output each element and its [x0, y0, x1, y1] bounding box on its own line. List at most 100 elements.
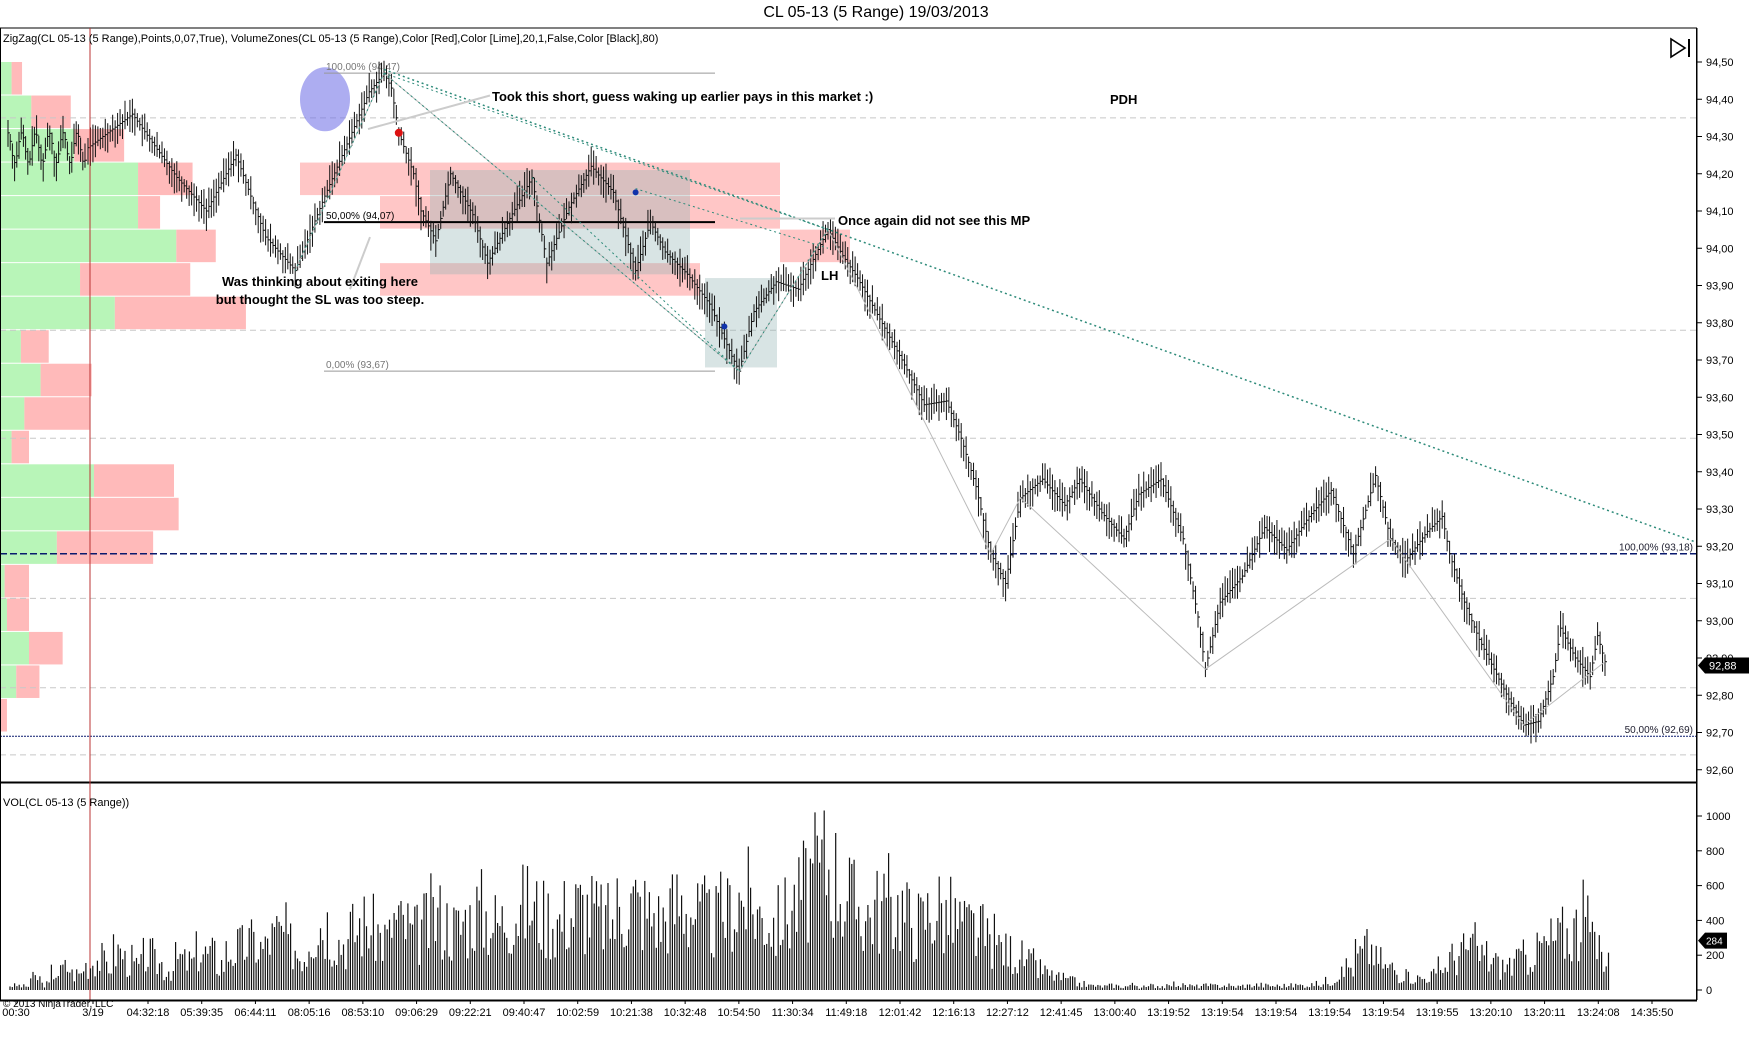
annotation-exit-line1: Was thinking about exiting here: [222, 274, 418, 289]
price-panel-frame: [0, 27, 1697, 783]
sell-zone-3: [138, 162, 193, 196]
price-tick-label: 93,50: [1706, 430, 1734, 442]
buy-zone-8: [0, 330, 21, 363]
volume-label: VOL(CL 05-13 (5 Range)): [3, 797, 130, 809]
fib-50-right-label: 50,00% (92,69): [1625, 725, 1693, 736]
x-tick-label: 00:30: [2, 1007, 30, 1019]
chart-title: CL 05-13 (5 Range) 19/03/2013: [763, 4, 989, 21]
vol-tick-label: 800: [1706, 846, 1724, 858]
sell-zone-ext-3: [380, 263, 700, 296]
sell-zone-13: [90, 497, 179, 531]
price-tick-label: 94,40: [1706, 94, 1734, 106]
zigzag-lines: [294, 68, 1698, 726]
buy-zone-17: [0, 631, 29, 665]
x-tick-label: 08:53:10: [341, 1007, 384, 1019]
pattern-line-1: [383, 72, 740, 372]
price-tick-label: 93,00: [1706, 616, 1734, 628]
buy-zone-4: [0, 196, 139, 229]
last-volume-tag: [1698, 932, 1727, 949]
buy-zone-1: [0, 95, 32, 129]
sell-zone-17: [29, 631, 63, 665]
price-tick-label: 92,60: [1706, 765, 1734, 777]
x-tick-label: 10:54:50: [717, 1007, 760, 1019]
annotation-exit-line2: but thought the SL was too steep.: [215, 292, 425, 307]
x-tick-label: 12:16:13: [932, 1007, 975, 1019]
volume-panel-frame: [0, 782, 1697, 1002]
buy-zone-7: [0, 296, 115, 330]
sell-zone-ext-2: [780, 229, 850, 263]
buy-zone-15: [0, 564, 5, 598]
price-tick-label: 94,50: [1706, 57, 1734, 69]
sell-zone-0: [11, 62, 23, 95]
fib-100-right-label: 100,00% (93,18): [1619, 543, 1693, 554]
skip-to-end-icon[interactable]: [1668, 36, 1694, 60]
price-tick-label: 93,20: [1706, 541, 1734, 553]
sell-zone-9: [40, 363, 92, 397]
price-tick-label: 93,70: [1706, 355, 1734, 367]
price-tick-label: 94,30: [1706, 132, 1734, 144]
x-tick-label: 12:01:42: [879, 1007, 922, 1019]
x-tick-label: 13:19:54: [1255, 1007, 1298, 1019]
annotation-took-short: Took this short, guess waking up earlier…: [492, 89, 874, 104]
x-tick-label: 06:44:11: [234, 1007, 276, 1019]
sell-zone-16: [6, 598, 30, 631]
x-tick-label: 14:35:50: [1631, 1007, 1674, 1019]
sell-zone-5: [176, 229, 216, 263]
x-tick-label: 09:40:47: [503, 1007, 546, 1019]
arrow-took-short: [367, 94, 491, 131]
vol-tick-label: 600: [1706, 881, 1724, 893]
downtrend-line: [383, 68, 1698, 544]
sell-zone-11: [11, 430, 29, 464]
fib-0-top-label: 0,00% (93,67): [326, 360, 389, 371]
sell-zone-ext-0: [300, 162, 780, 196]
price-tick-label: 92,80: [1706, 690, 1734, 702]
vol-tick-label: 0: [1706, 985, 1712, 997]
volume-bars: [9, 810, 1610, 990]
buy-zone-3: [0, 162, 139, 196]
x-tick-label: 13:19:54: [1362, 1007, 1405, 1019]
x-tick-label: 3/19: [82, 1007, 103, 1019]
x-tick-label: 13:19:54: [1201, 1007, 1244, 1019]
sell-zone-4: [138, 196, 161, 229]
x-tick-label: 11:30:34: [772, 1007, 814, 1019]
sell-zone-15: [4, 564, 30, 598]
indicator-label: ZigZag(CL 05-13 (5 Range),Points,0,07,Tr…: [3, 33, 659, 45]
buy-zone-18: [0, 665, 17, 698]
sell-zone-12: [93, 464, 174, 497]
x-tick-label: 13:24:08: [1577, 1007, 1620, 1019]
price-bars: [7, 60, 1607, 744]
price-tick-label: 94,10: [1706, 206, 1734, 218]
price-tick-label: 93,60: [1706, 392, 1734, 404]
sell-zone-1: [31, 95, 71, 129]
volume-zones: [0, 62, 850, 732]
vol-tick-label: 400: [1706, 915, 1724, 927]
price-tick-label: 94,00: [1706, 243, 1734, 255]
x-tick-label: 09:06:29: [395, 1007, 438, 1019]
buy-zone-5: [0, 229, 177, 263]
x-tick-label: 12:41:45: [1040, 1007, 1083, 1019]
price-tick-label: 93,90: [1706, 281, 1734, 293]
annotation-exit-thought: Was thinking about exiting here but thou…: [200, 273, 440, 309]
fib-100-top-label: 100,00% (94,47): [326, 62, 400, 73]
price-tick-label: 93,30: [1706, 504, 1734, 516]
x-tick-label: 10:32:48: [664, 1007, 707, 1019]
x-tick-label: 10:02:59: [556, 1007, 599, 1019]
x-tick-label: 12:27:12: [986, 1007, 1029, 1019]
last-price-tag: [1698, 657, 1749, 674]
fib-50-top-label: 50,00% (94,07): [326, 211, 394, 222]
pivot-marker-2: [721, 323, 728, 330]
annotation-pdh: PDH: [1110, 92, 1138, 107]
buy-zone-13: [0, 497, 91, 531]
entry-marker: [394, 128, 403, 137]
fib-lines: 100,00% (94,47) 50,00% (94,07) 0,00% (93,6…: [0, 62, 1697, 737]
buy-zone-16: [0, 598, 7, 631]
sell-zone-18: [16, 665, 40, 698]
buy-zone-0: [0, 62, 12, 95]
x-tick-label: 08:05:16: [288, 1007, 331, 1019]
x-tick-label: 11:49:18: [825, 1007, 867, 1019]
x-tick-label: 09:22:21: [449, 1007, 492, 1019]
x-tick-label: 04:32:18: [127, 1007, 170, 1019]
buy-zone-6: [0, 263, 81, 296]
